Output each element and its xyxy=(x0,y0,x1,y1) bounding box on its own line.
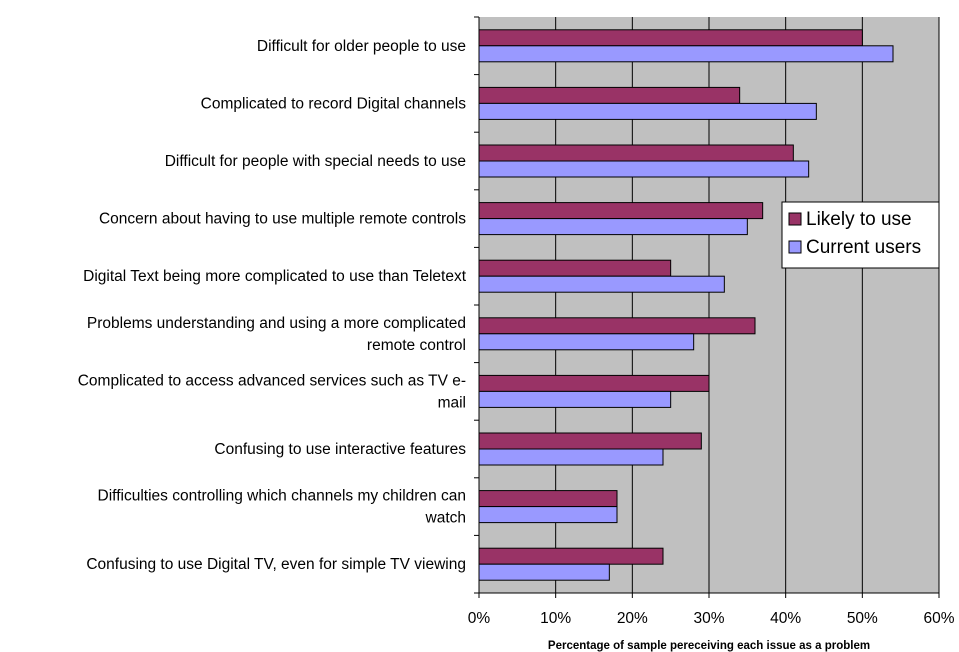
category-label: Difficult for older people to use xyxy=(257,38,466,55)
bar-likely-to-use xyxy=(478,202,764,220)
legend-swatch xyxy=(788,212,802,226)
bar-current-users xyxy=(478,160,810,178)
x-tick-label: 30% xyxy=(693,610,724,627)
bar-likely-to-use xyxy=(478,490,618,508)
legend: Likely to use Current users xyxy=(781,201,940,269)
category-label: Concern about having to use multiple rem… xyxy=(99,211,466,228)
bar-current-users xyxy=(478,563,610,581)
x-tick-label: 50% xyxy=(847,610,878,627)
tick-labels: 0% 10% 20% 30% 40% 50% 60% xyxy=(468,610,955,627)
bar-current-users xyxy=(478,390,672,408)
category-label: Difficult for people with special needs … xyxy=(165,153,466,170)
legend-label: Current users xyxy=(806,237,921,258)
category-label: watch xyxy=(425,510,467,527)
bar-current-users xyxy=(478,218,748,236)
x-tick-label: 10% xyxy=(540,610,571,627)
legend-label: Likely to use xyxy=(806,209,912,230)
x-axis-title: Percentage of sample pereceiving each is… xyxy=(548,640,870,652)
category-label: Complicated to record Digital channels xyxy=(201,95,467,112)
bar-likely-to-use xyxy=(478,259,672,277)
x-tick-label: 0% xyxy=(468,610,491,627)
category-label: Difficulties controlling which channels … xyxy=(98,488,466,505)
category-label: Confusing to use interactive features xyxy=(214,441,466,458)
bar-current-users xyxy=(478,448,664,466)
category-label: Digital Text being more complicated to u… xyxy=(83,268,467,285)
bar-current-users xyxy=(478,333,695,351)
category-labels: Difficult for older people to use Complic… xyxy=(78,38,467,573)
legend-box xyxy=(781,201,940,269)
axes xyxy=(474,16,940,598)
category-label: Complicated to access advanced services … xyxy=(78,372,466,389)
bar-likely-to-use xyxy=(478,317,756,335)
category-label: remote control xyxy=(367,337,466,354)
bar-likely-to-use xyxy=(478,144,794,162)
category-label: Confusing to use Digital TV, even for si… xyxy=(86,556,466,573)
x-tick-label: 40% xyxy=(770,610,801,627)
bar-likely-to-use xyxy=(478,29,863,47)
x-tick-label: 60% xyxy=(923,610,954,627)
bar-likely-to-use xyxy=(478,86,741,104)
bar-current-users xyxy=(478,45,894,63)
bar-current-users xyxy=(478,506,618,524)
bar-current-users xyxy=(478,275,725,293)
x-tick-label: 20% xyxy=(617,610,648,627)
bar-current-users xyxy=(478,102,817,120)
bar-likely-to-use xyxy=(478,432,702,450)
legend-swatch xyxy=(788,240,802,254)
category-label: mail xyxy=(438,394,466,411)
bar-likely-to-use xyxy=(478,374,710,392)
category-label: Problems understanding and using a more … xyxy=(87,315,466,332)
bar-likely-to-use xyxy=(478,547,664,565)
